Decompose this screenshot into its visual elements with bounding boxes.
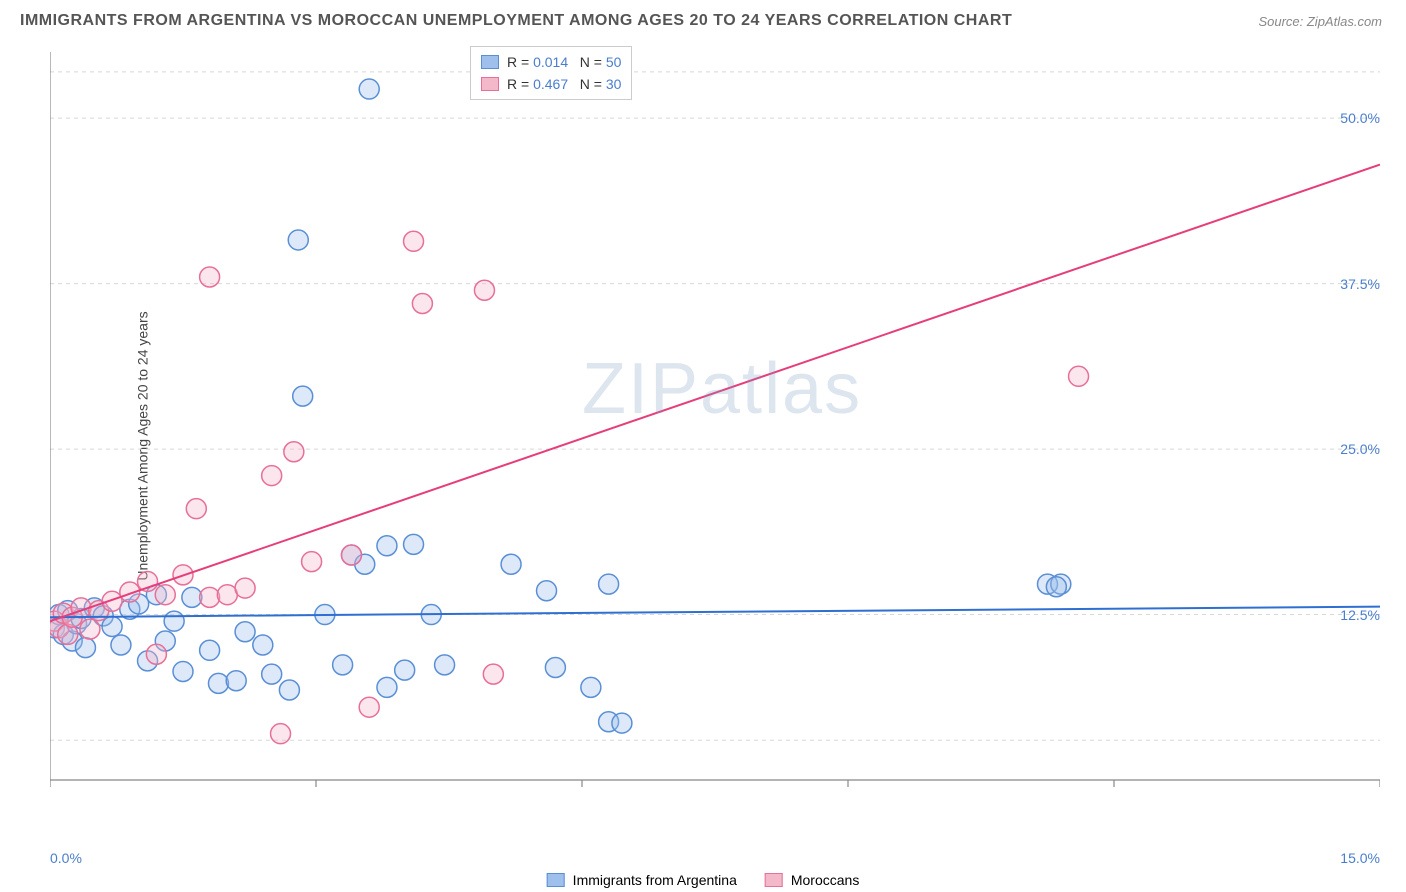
legend-swatch (547, 873, 565, 887)
x-axis-min-label: 0.0% (50, 850, 82, 866)
legend-text: R = 0.014 N = 50 (507, 54, 621, 70)
source-attribution: Source: ZipAtlas.com (1258, 14, 1382, 29)
y-tick-label: 12.5% (1340, 607, 1380, 623)
legend-text: R = 0.467 N = 30 (507, 76, 621, 92)
x-axis-max-label: 15.0% (1340, 850, 1380, 866)
legend-label: Moroccans (791, 872, 859, 888)
legend-swatch (481, 55, 499, 69)
legend-series: Immigrants from Argentina Moroccans (547, 872, 860, 888)
legend-row: R = 0.467 N = 30 (481, 73, 621, 95)
legend-row: R = 0.014 N = 50 (481, 51, 621, 73)
legend-swatch (481, 77, 499, 91)
legend-series-item: Immigrants from Argentina (547, 872, 737, 888)
legend-label: Immigrants from Argentina (573, 872, 737, 888)
legend-correlation: R = 0.014 N = 50 R = 0.467 N = 30 (470, 46, 632, 100)
y-tick-label: 37.5% (1340, 276, 1380, 292)
scatter-plot (50, 42, 1380, 832)
legend-series-item: Moroccans (765, 872, 859, 888)
chart-title: IMMIGRANTS FROM ARGENTINA VS MOROCCAN UN… (20, 12, 1012, 30)
legend-swatch (765, 873, 783, 887)
y-tick-label: 50.0% (1340, 110, 1380, 126)
y-tick-label: 25.0% (1340, 441, 1380, 457)
